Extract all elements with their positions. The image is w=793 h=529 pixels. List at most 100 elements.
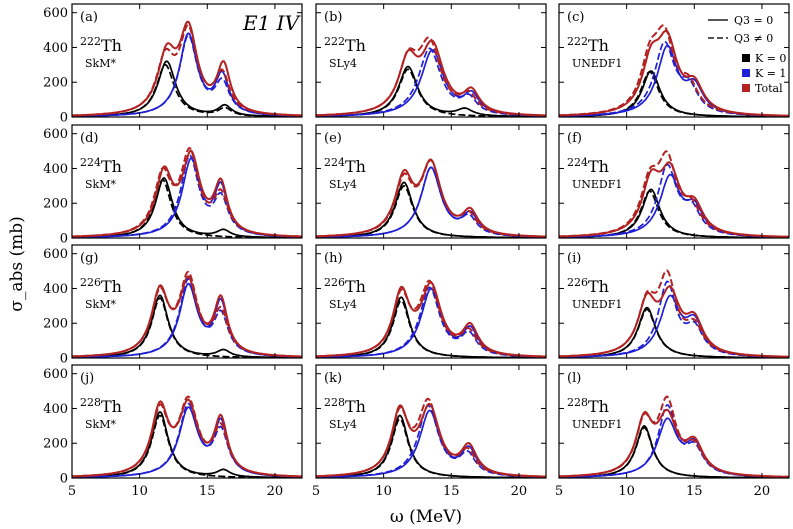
nucleus-label: 228Th [324, 396, 366, 416]
element-symbol: Th [101, 397, 122, 416]
y-tick-label: 200 [43, 197, 68, 212]
panel: (h) 226Th SLy4 [315, 244, 547, 359]
x-tick-label: 20 [754, 484, 771, 499]
y-tick-label: 600 [43, 247, 68, 262]
legend-total-label: Total [755, 82, 783, 95]
x-tick-label: 10 [618, 484, 635, 499]
panel-frame [558, 124, 790, 239]
mass-number: 228 [567, 396, 588, 409]
nucleus-label: 222Th [80, 35, 122, 55]
mass-number: 226 [80, 276, 101, 289]
element-symbol: Th [101, 157, 122, 176]
mass-number: 228 [324, 396, 345, 409]
panel-label: (j) [80, 371, 94, 386]
panel-frame [71, 364, 303, 479]
series-line-k0-dashed [72, 414, 302, 478]
panel-frame [315, 364, 547, 479]
nucleus-label: 224Th [567, 156, 609, 176]
panel-frame [71, 244, 303, 359]
y-tick-label: 200 [43, 437, 68, 452]
x-tick-label: 20 [267, 484, 284, 499]
panel-frame [315, 124, 547, 239]
series-line-k0-dashed [316, 68, 546, 117]
element-symbol: Th [588, 397, 609, 416]
force-label: SLy4 [329, 298, 357, 311]
mass-number: 228 [80, 396, 101, 409]
panel: 0 200 400 600 (g) 226Th SkM* [43, 244, 303, 367]
figure-title: E1 IV [242, 11, 302, 35]
panel: 0 200 400 600 (a) 222Th SkM* [43, 3, 303, 126]
panel: (i) 226Th UNEDF1 [558, 244, 790, 359]
x-tick-label: 15 [199, 484, 216, 499]
panel-frame [71, 3, 303, 118]
series-line-total-dashed [316, 36, 546, 117]
series-line-k1-dashed [316, 404, 546, 478]
y-tick-label: 200 [43, 317, 68, 332]
nucleus-label: 222Th [567, 35, 609, 55]
element-symbol: Th [345, 157, 366, 176]
nucleus-label: 226Th [80, 276, 122, 296]
element-symbol: Th [345, 277, 366, 296]
series-line-k0-dashed [72, 297, 302, 358]
legend-k0-swatch [742, 54, 750, 62]
mass-number: 224 [80, 156, 101, 169]
nucleus-label: 224Th [324, 156, 366, 176]
panel-frame [71, 124, 303, 239]
force-label: SkM* [85, 57, 116, 70]
nucleus-label: 224Th [80, 156, 122, 176]
y-tick-label: 600 [43, 6, 68, 21]
y-tick-label: 200 [43, 76, 68, 91]
panel: (e) 224Th SLy4 [315, 124, 547, 239]
series-line-total-dashed [559, 269, 789, 358]
nucleus-label: 222Th [324, 35, 366, 55]
force-label: SLy4 [329, 57, 357, 70]
y-tick-label: 400 [43, 162, 68, 177]
mass-number: 222 [324, 35, 345, 48]
force-label: UNEDF1 [572, 298, 622, 311]
legend-solid-label: Q3 = 0 [734, 14, 773, 27]
series-line-k0-dashed [316, 417, 546, 478]
y-tick-label: 600 [43, 367, 68, 382]
series-line-k0-dashed [559, 190, 789, 238]
element-symbol: Th [588, 277, 609, 296]
panel-label: (h) [324, 251, 343, 266]
mass-number: 226 [567, 276, 588, 289]
legend-total-swatch [742, 84, 750, 92]
force-label: SLy4 [329, 418, 357, 431]
force-label: SkM* [85, 418, 116, 431]
panel: (b) 222Th SLy4 [315, 3, 547, 118]
y-tick-label: 0 [60, 232, 68, 247]
x-axis-label: ω (MeV) [390, 507, 462, 527]
mass-number: 224 [324, 156, 345, 169]
force-label: SLy4 [329, 178, 357, 191]
force-label: SkM* [85, 298, 116, 311]
series-line-total-dashed [72, 146, 302, 238]
series-line-k1-dashed [316, 47, 546, 117]
mass-number: 226 [324, 276, 345, 289]
y-tick-label: 0 [60, 111, 68, 126]
x-tick-label: 15 [443, 484, 460, 499]
panel-label: (a) [80, 10, 98, 25]
series-line-total-dashed [316, 159, 546, 238]
legend: Q3 = 0 Q3 ≠ 0 K = 0 K = 1 Total [708, 14, 786, 95]
panel-label: (d) [80, 131, 98, 146]
panel-label: (k) [324, 371, 342, 386]
panel-label: (g) [80, 251, 98, 266]
series-line-k1-dashed [316, 286, 546, 358]
series-line-total-dashed [72, 270, 302, 358]
legend-k1-swatch [742, 69, 750, 77]
legend-k1-label: K = 1 [755, 67, 786, 80]
element-symbol: Th [101, 277, 122, 296]
x-tick-label: 5 [68, 484, 76, 499]
panel-label: (e) [324, 131, 342, 146]
panel-label: (i) [567, 251, 581, 266]
x-tick-label: 20 [511, 484, 528, 499]
element-symbol: Th [345, 397, 366, 416]
panel-label: (c) [567, 10, 584, 25]
panel-frame [558, 3, 790, 118]
element-symbol: Th [345, 36, 366, 55]
panel: (f) 224Th UNEDF1 [558, 124, 790, 239]
